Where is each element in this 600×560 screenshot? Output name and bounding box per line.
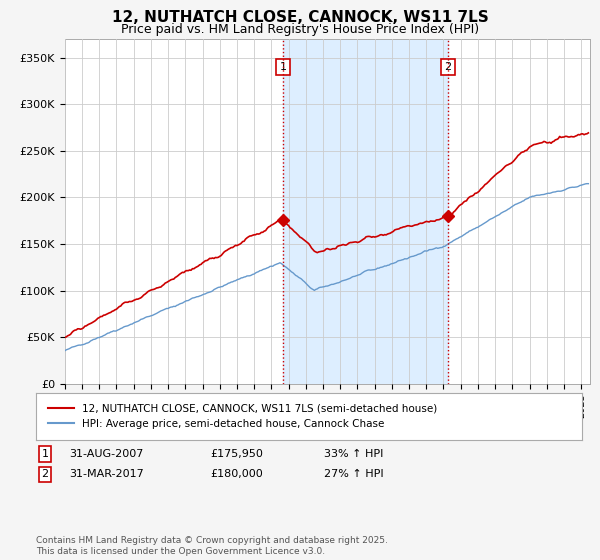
Legend: 12, NUTHATCH CLOSE, CANNOCK, WS11 7LS (semi-detached house), HPI: Average price,: 12, NUTHATCH CLOSE, CANNOCK, WS11 7LS (s… [44, 400, 442, 433]
Bar [283, 39, 448, 384]
Text: £175,950: £175,950 [210, 449, 263, 459]
Text: 31-MAR-2017: 31-MAR-2017 [69, 469, 144, 479]
Text: £180,000: £180,000 [210, 469, 263, 479]
Text: Price paid vs. HM Land Registry's House Price Index (HPI): Price paid vs. HM Land Registry's House … [121, 23, 479, 36]
Text: 1: 1 [41, 449, 49, 459]
Text: 2: 2 [41, 469, 49, 479]
Text: 12, NUTHATCH CLOSE, CANNOCK, WS11 7LS: 12, NUTHATCH CLOSE, CANNOCK, WS11 7LS [112, 10, 488, 25]
Text: 27% ↑ HPI: 27% ↑ HPI [324, 469, 383, 479]
Text: 33% ↑ HPI: 33% ↑ HPI [324, 449, 383, 459]
Text: 2: 2 [444, 62, 451, 72]
Text: 31-AUG-2007: 31-AUG-2007 [69, 449, 143, 459]
Text: Contains HM Land Registry data © Crown copyright and database right 2025.
This d: Contains HM Land Registry data © Crown c… [36, 536, 388, 556]
Text: 1: 1 [280, 62, 286, 72]
